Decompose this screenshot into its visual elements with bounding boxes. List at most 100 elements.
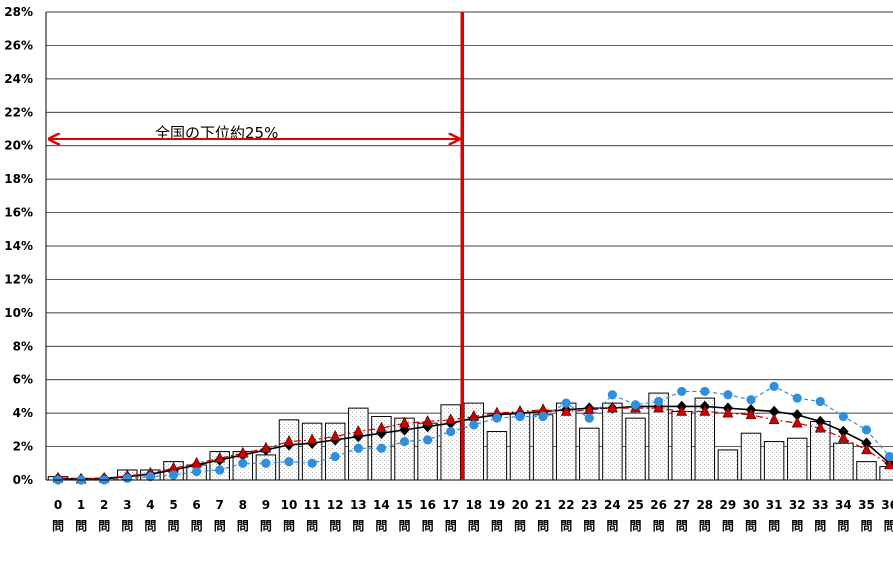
circle-point (792, 393, 802, 403)
circle-point (838, 411, 849, 422)
x-tick-suffix: 問 (884, 519, 893, 533)
x-tick-suffix: 問 (583, 519, 595, 533)
x-tick-label: 14 (373, 498, 390, 512)
circle-point (607, 390, 618, 400)
x-tick-suffix: 問 (237, 519, 249, 533)
bar-34 (833, 442, 854, 481)
series-lines (52, 381, 893, 485)
y-tick-label: 20% (4, 139, 33, 153)
circle-point (238, 458, 248, 468)
threshold-overlay: 全国の下位約25% (48, 12, 464, 480)
circle-point (769, 381, 779, 391)
x-tick-label: 8 (239, 498, 247, 512)
triangle-point (884, 458, 893, 470)
y-tick-labels: 0% 2% 4% 6% 8% 10% 12% 14% 16% 18% 20% 22% 24% 26% 28% (4, 5, 33, 487)
x-tick-suffix: 問 (768, 519, 780, 533)
y-tick-label: 14% (4, 239, 33, 253)
triangle-point (653, 401, 665, 413)
triangle-point (260, 441, 272, 453)
x-tick-suffix: 問 (445, 519, 457, 533)
y-tick-label: 6% (13, 373, 33, 387)
x-tick-suffix: 問 (860, 519, 872, 533)
triangle-point (861, 443, 872, 455)
x-tick-suffix: 問 (653, 519, 665, 533)
x-tick-suffix: 問 (629, 519, 641, 533)
x-tick-label: 7 (216, 498, 224, 512)
triangle-point (214, 451, 226, 463)
y-tick-label: 4% (13, 406, 33, 420)
x-tick-label: 1 (77, 498, 85, 512)
triangle-point (306, 433, 318, 445)
x-tick-label: 24 (604, 498, 621, 512)
bar-21 (532, 414, 554, 481)
triangle-point (699, 404, 711, 416)
y-tick-label: 10% (4, 306, 33, 320)
y-tick-label: 12% (4, 272, 33, 286)
triangle-point (352, 424, 364, 436)
x-tick-suffix: 問 (98, 519, 110, 533)
x-tick-label: 32 (789, 498, 806, 512)
x-tick-suffix: 問 (75, 519, 87, 533)
y-tick-label: 16% (4, 206, 33, 220)
x-tick-label: 33 (812, 498, 829, 512)
triangle-point (283, 434, 295, 446)
bar-19 (486, 431, 508, 481)
x-tick-label: 31 (766, 498, 783, 512)
triangle-point (237, 446, 249, 458)
x-tick-suffix: 問 (514, 519, 526, 533)
x-tick-suffix: 問 (375, 519, 387, 533)
circle-point (538, 411, 548, 422)
triangle-point (422, 414, 434, 426)
y-tick-label: 0% (13, 473, 33, 487)
x-tick-suffix: 問 (214, 519, 226, 533)
circle-point (746, 395, 756, 405)
y-tick-label: 2% (13, 440, 33, 454)
x-tick-label: 19 (489, 498, 506, 512)
triangle-point (814, 421, 826, 433)
triangle-point (606, 401, 618, 413)
y-tick-label: 22% (4, 105, 33, 119)
y-tick-label: 26% (4, 38, 33, 52)
x-tick-labels: 0問1問2問3問4問5問6問7問8問9問10問11問12問13問14問15問16… (52, 498, 893, 533)
circle-point (723, 390, 733, 400)
circle-point (584, 413, 594, 423)
x-tick-label: 20 (512, 498, 529, 512)
circle-point (630, 400, 641, 410)
circle-point (654, 396, 664, 407)
circle-point (423, 435, 433, 445)
x-tick-label: 3 (123, 498, 131, 512)
gridlines (46, 11, 893, 447)
bar-11 (301, 422, 323, 481)
x-tick-label: 27 (673, 498, 690, 512)
circle-point (261, 458, 271, 468)
circle-point (885, 452, 893, 462)
triangle-point (445, 413, 457, 425)
x-tick-label: 28 (696, 498, 713, 512)
x-tick-label: 25 (627, 498, 644, 512)
circle-point (700, 386, 710, 397)
x-tick-label: 6 (192, 498, 200, 512)
x-tick-suffix: 問 (167, 519, 179, 533)
bar-23 (579, 427, 600, 481)
x-tick-suffix: 問 (121, 519, 133, 533)
bar-32 (786, 437, 808, 481)
bar-30 (740, 432, 762, 481)
axes (45, 12, 893, 481)
circle-point (307, 458, 317, 468)
x-tick-suffix: 問 (745, 519, 757, 533)
circle-point (399, 436, 410, 447)
x-tick-label: 11 (304, 498, 321, 512)
circle-point (492, 413, 502, 423)
x-tick-label: 16 (419, 498, 436, 512)
bar-29 (717, 449, 739, 481)
circle-point (330, 452, 340, 462)
circle-point (376, 443, 386, 453)
circle-point (861, 425, 872, 435)
circle-point (122, 473, 132, 483)
y-tick-label: 8% (13, 339, 33, 353)
x-tick-label: 9 (262, 498, 270, 512)
x-tick-suffix: 問 (329, 519, 341, 533)
x-tick-label: 0 (54, 498, 62, 512)
x-tick-label: 22 (558, 498, 575, 512)
x-tick-label: 4 (146, 498, 154, 512)
